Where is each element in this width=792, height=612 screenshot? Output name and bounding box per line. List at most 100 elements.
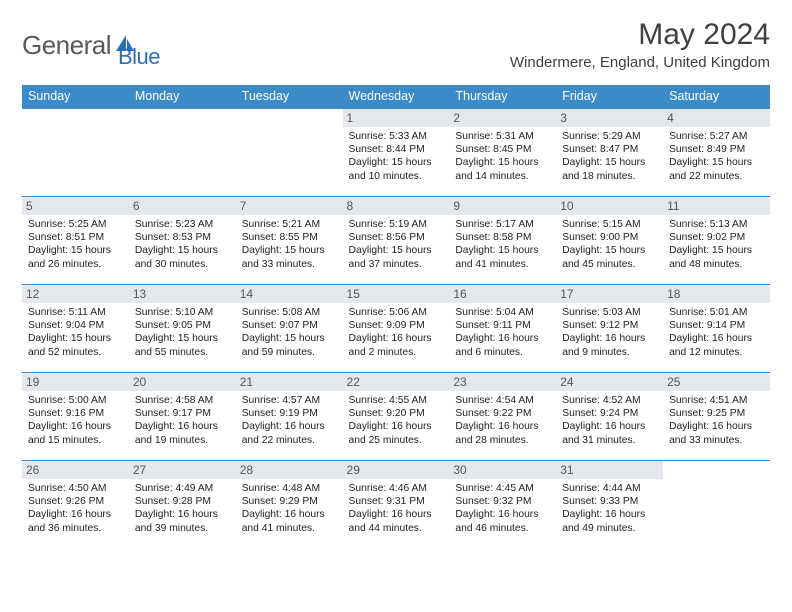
- day-number: 10: [556, 197, 663, 215]
- day-cell: 21Sunrise: 4:57 AMSunset: 9:19 PMDayligh…: [236, 373, 343, 461]
- day-details: Sunrise: 5:00 AMSunset: 9:16 PMDaylight:…: [28, 394, 123, 447]
- day-cell: 27Sunrise: 4:49 AMSunset: 9:28 PMDayligh…: [129, 461, 236, 549]
- location: Windermere, England, United Kingdom: [510, 54, 770, 71]
- weekday-header: Monday: [129, 85, 236, 109]
- day-cell: 14 Sunrise: 5:08 AMSunset: 9:07 PMDayligh…: [236, 285, 343, 373]
- day-number: 27: [129, 461, 236, 479]
- day-details: Sunrise: 4:54 AMSunset: 9:22 PMDaylight:…: [455, 394, 550, 447]
- day-cell: 15 Sunrise: 5:06 AMSunset: 9:09 PMDayligh…: [343, 285, 450, 373]
- day-cell: 30 Sunrise: 4:45 AMSunset: 9:32 PMDayligh…: [449, 461, 556, 549]
- day-cell: 28 Sunrise: 4:48 AMSunset: 9:29 PMDayligh…: [236, 461, 343, 549]
- day-details: Sunrise: 5:08 AMSunset: 9:07 PMDaylight:…: [242, 306, 337, 359]
- day-cell: 25 Sunrise: 4:51 AMSunset: 9:25 PMDayligh…: [663, 373, 770, 461]
- day-number: 13: [129, 285, 236, 303]
- day-details: Sunrise: 4:45 AMSunset: 9:32 PMDaylight:…: [455, 482, 550, 535]
- day-number: 7: [236, 197, 343, 215]
- week-row: 19 Sunrise: 5:00 AMSunset: 9:16 PMDayligh…: [22, 373, 770, 461]
- day-details: Sunrise: 4:57 AMSunset: 9:19 PMDaylight:…: [242, 394, 337, 447]
- day-cell: 1 Sunrise: 5:33 AMSunset: 8:44 PMDaylight…: [343, 109, 450, 197]
- day-cell: 4Sunrise: 5:27 AMSunset: 8:49 PMDaylight…: [663, 109, 770, 197]
- day-number: 1: [343, 109, 450, 127]
- day-number: 18: [663, 285, 770, 303]
- day-cell: 13 Sunrise: 5:10 AMSunset: 9:05 PMDayligh…: [129, 285, 236, 373]
- weekday-header-row: SundayMondayTuesdayWednesdayThursdayFrid…: [22, 85, 770, 109]
- day-number: 30: [449, 461, 556, 479]
- day-cell: 22 Sunrise: 4:55 AMSunset: 9:20 PMDayligh…: [343, 373, 450, 461]
- logo-text-1: General: [22, 30, 111, 61]
- day-number: 15: [343, 285, 450, 303]
- title-block: May 2024 Windermere, England, United Kin…: [510, 18, 770, 71]
- day-details: Sunrise: 5:13 AMSunset: 9:02 PMDaylight:…: [669, 218, 764, 271]
- day-details: Sunrise: 5:03 AMSunset: 9:12 PMDaylight:…: [562, 306, 657, 359]
- day-details: Sunrise: 4:58 AMSunset: 9:17 PMDaylight:…: [135, 394, 230, 447]
- day-number: 29: [343, 461, 450, 479]
- day-details: Sunrise: 4:46 AMSunset: 9:31 PMDaylight:…: [349, 482, 444, 535]
- day-number: 17: [556, 285, 663, 303]
- day-number: 5: [22, 197, 129, 215]
- day-cell: 23 Sunrise: 4:54 AMSunset: 9:22 PMDayligh…: [449, 373, 556, 461]
- weekday-header: Tuesday: [236, 85, 343, 109]
- day-details: Sunrise: 4:48 AMSunset: 9:29 PMDaylight:…: [242, 482, 337, 535]
- week-row: 12Sunrise: 5:11 AMSunset: 9:04 PMDayligh…: [22, 285, 770, 373]
- day-cell: [663, 461, 770, 549]
- day-number: 23: [449, 373, 556, 391]
- day-number: 4: [663, 109, 770, 127]
- day-number: 3: [556, 109, 663, 127]
- day-details: Sunrise: 5:15 AMSunset: 9:00 PMDaylight:…: [562, 218, 657, 271]
- day-details: Sunrise: 5:10 AMSunset: 9:05 PMDaylight:…: [135, 306, 230, 359]
- day-number: 20: [129, 373, 236, 391]
- day-number: 25: [663, 373, 770, 391]
- day-details: Sunrise: 4:51 AMSunset: 9:25 PMDaylight:…: [669, 394, 764, 447]
- day-cell: 16 Sunrise: 5:04 AMSunset: 9:11 PMDayligh…: [449, 285, 556, 373]
- day-number: 22: [343, 373, 450, 391]
- day-details: Sunrise: 5:29 AMSunset: 8:47 PMDaylight:…: [562, 130, 657, 183]
- day-number: 24: [556, 373, 663, 391]
- day-number: 28: [236, 461, 343, 479]
- day-number: 2: [449, 109, 556, 127]
- day-number: 14: [236, 285, 343, 303]
- day-cell: 7 Sunrise: 5:21 AMSunset: 8:55 PMDaylight…: [236, 197, 343, 285]
- day-details: Sunrise: 4:50 AMSunset: 9:26 PMDaylight:…: [28, 482, 123, 535]
- day-details: Sunrise: 5:04 AMSunset: 9:11 PMDaylight:…: [455, 306, 550, 359]
- weekday-header: Wednesday: [343, 85, 450, 109]
- day-cell: 24 Sunrise: 4:52 AMSunset: 9:24 PMDayligh…: [556, 373, 663, 461]
- week-row: ...1Sunrise: 5:33 AMSunset: 8:44 PMDayli…: [22, 109, 770, 197]
- header: General Blue May 2024 Windermere, Englan…: [22, 18, 770, 71]
- day-details: Sunrise: 5:06 AMSunset: 9:09 PMDaylight:…: [349, 306, 444, 359]
- day-cell: 19 Sunrise: 5:00 AMSunset: 9:16 PMDayligh…: [22, 373, 129, 461]
- day-cell: 8 Sunrise: 5:19 AMSunset: 8:56 PMDaylight…: [343, 197, 450, 285]
- week-row: 5 Sunrise: 5:25 AMSunset: 8:51 PMDaylight…: [22, 197, 770, 285]
- day-details: Sunrise: 5:17 AMSunset: 8:58 PMDaylight:…: [455, 218, 550, 271]
- day-details: Sunrise: 5:33 AMSunset: 8:44 PMDaylight:…: [349, 130, 444, 183]
- day-cell: 17 Sunrise: 5:03 AMSunset: 9:12 PMDayligh…: [556, 285, 663, 373]
- day-number: 6: [129, 197, 236, 215]
- day-details: Sunrise: 4:55 AMSunset: 9:20 PMDaylight:…: [349, 394, 444, 447]
- weekday-header: Thursday: [449, 85, 556, 109]
- day-number: 11: [663, 197, 770, 215]
- day-details: Sunrise: 5:11 AMSunset: 9:04 PMDaylight:…: [28, 306, 123, 359]
- day-cell: 31 Sunrise: 4:44 AMSunset: 9:33 PMDayligh…: [556, 461, 663, 549]
- day-cell: 10 Sunrise: 5:15 AMSunset: 9:00 PMDayligh…: [556, 197, 663, 285]
- day-details: Sunrise: 5:23 AMSunset: 8:53 PMDaylight:…: [135, 218, 230, 271]
- logo-text-2: Blue: [118, 44, 160, 70]
- day-cell: 20 Sunrise: 4:58 AMSunset: 9:17 PMDayligh…: [129, 373, 236, 461]
- day-details: Sunrise: 4:52 AMSunset: 9:24 PMDaylight:…: [562, 394, 657, 447]
- week-row: 26 Sunrise: 4:50 AMSunset: 9:26 PMDayligh…: [22, 461, 770, 549]
- logo: General Blue: [22, 18, 160, 70]
- day-cell: 11 Sunrise: 5:13 AMSunset: 9:02 PMDayligh…: [663, 197, 770, 285]
- day-details: Sunrise: 4:44 AMSunset: 9:33 PMDaylight:…: [562, 482, 657, 535]
- day-number: 31: [556, 461, 663, 479]
- weekday-header: Saturday: [663, 85, 770, 109]
- day-cell: .: [129, 109, 236, 197]
- day-cell: 6 Sunrise: 5:23 AMSunset: 8:53 PMDaylight…: [129, 197, 236, 285]
- day-number: 26: [22, 461, 129, 479]
- day-number: 16: [449, 285, 556, 303]
- day-cell: 3 Sunrise: 5:29 AMSunset: 8:47 PMDaylight…: [556, 109, 663, 197]
- day-details: Sunrise: 5:21 AMSunset: 8:55 PMDaylight:…: [242, 218, 337, 271]
- day-number: 8: [343, 197, 450, 215]
- day-number: 19: [22, 373, 129, 391]
- day-cell: .: [236, 109, 343, 197]
- day-details: Sunrise: 5:25 AMSunset: 8:51 PMDaylight:…: [28, 218, 123, 271]
- day-cell: 26 Sunrise: 4:50 AMSunset: 9:26 PMDayligh…: [22, 461, 129, 549]
- day-details: Sunrise: 5:19 AMSunset: 8:56 PMDaylight:…: [349, 218, 444, 271]
